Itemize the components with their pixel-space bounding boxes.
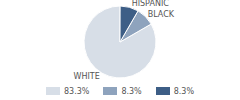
svg-text:BLACK: BLACK xyxy=(148,10,175,19)
html-text:8.3%: 8.3% xyxy=(173,86,194,96)
svg-text:WHITE: WHITE xyxy=(73,72,99,81)
html-text:8.3%: 8.3% xyxy=(121,86,142,96)
svg-text:HISPANIC: HISPANIC xyxy=(132,0,170,8)
html-text:83.3%: 83.3% xyxy=(64,86,90,96)
